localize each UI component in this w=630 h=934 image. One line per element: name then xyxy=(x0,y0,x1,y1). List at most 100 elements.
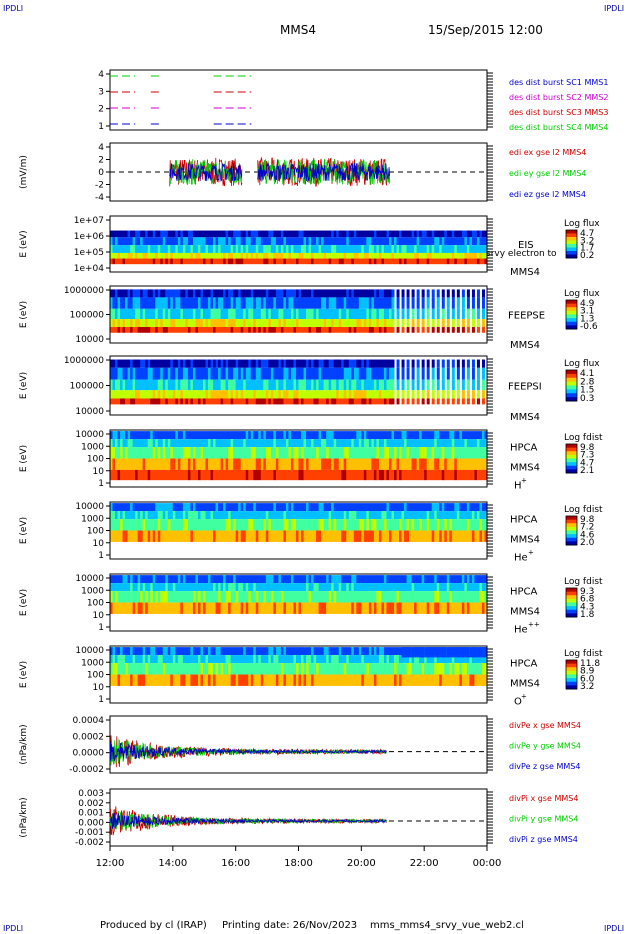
spectrogram-cell xyxy=(343,319,347,328)
spectrogram-cell xyxy=(378,367,382,380)
spectrogram-cell xyxy=(484,258,488,265)
spectrogram-cell xyxy=(303,511,307,520)
spectrogram-cell xyxy=(388,439,392,448)
spectrogram-cell xyxy=(240,469,244,481)
spectrogram-cell xyxy=(454,602,458,614)
spectrogram-cell xyxy=(298,519,302,531)
spectrogram-cell xyxy=(120,245,124,253)
spectrogram-cell xyxy=(185,458,189,470)
spectrogram-cell xyxy=(200,469,204,481)
spectrogram-cell xyxy=(346,237,350,246)
spectrogram-cell xyxy=(112,289,116,298)
spectrogram-cell xyxy=(411,575,415,584)
spectrogram-cell xyxy=(283,297,287,309)
spectrogram-cell xyxy=(394,237,398,246)
spectrogram-cell xyxy=(441,379,445,391)
spectrogram-cell xyxy=(383,511,387,520)
spectrogram-cell xyxy=(248,237,252,246)
spectrogram-cell xyxy=(218,503,222,512)
spectrogram-cell xyxy=(363,591,367,603)
spectrogram-cell xyxy=(180,390,184,399)
spectrogram-cell xyxy=(368,663,372,675)
spectrogram-cell xyxy=(381,319,385,328)
spectrogram-cell xyxy=(172,674,176,686)
spectrogram-cell xyxy=(228,390,232,399)
spectrogram-cell xyxy=(230,327,234,333)
spectrogram-cell xyxy=(150,530,154,542)
spectrogram-cell xyxy=(132,308,136,320)
spectrogram-cell xyxy=(190,252,194,259)
spectrogram-cell xyxy=(371,447,375,459)
spectrogram-cell xyxy=(323,359,327,368)
spectrogram-cell xyxy=(145,458,149,470)
spectrogram-cell xyxy=(180,591,184,603)
spectrogram-cell xyxy=(245,503,249,512)
spectrogram-cell xyxy=(464,575,468,584)
spectrogram-cell xyxy=(376,655,380,664)
spectrogram-cell xyxy=(424,647,428,658)
spectrogram-cell xyxy=(311,503,315,512)
spectrogram-cell xyxy=(170,230,174,238)
spectrogram-cell xyxy=(386,503,390,512)
spectrogram-cell xyxy=(147,602,151,614)
spectrogram-cell xyxy=(208,237,212,246)
spectrogram-cell xyxy=(238,591,242,603)
spectrogram-cell xyxy=(175,379,179,391)
spectrogram-cell xyxy=(120,327,124,333)
spectrogram-cell xyxy=(444,530,448,542)
spectrogram-cell xyxy=(388,258,392,265)
spectrogram-cell xyxy=(190,319,194,328)
spectrogram-cell xyxy=(135,519,139,531)
spectrogram-cell xyxy=(172,431,176,440)
spectrogram-cell xyxy=(233,237,237,246)
spectrogram-cell xyxy=(278,602,282,614)
spectrogram-cell xyxy=(110,647,114,656)
spectrogram-cell xyxy=(446,237,450,246)
spectrogram-cell xyxy=(481,447,485,459)
spectrogram-cell xyxy=(273,458,277,470)
spectrogram-cell xyxy=(263,319,267,328)
spectrogram-cell xyxy=(351,655,355,664)
spacecraft-label: MMS4 xyxy=(510,412,540,423)
spectrogram-cell xyxy=(308,431,312,440)
spectrogram-cell xyxy=(150,258,154,265)
spectrogram-cell xyxy=(311,398,315,405)
spectrogram-cell xyxy=(172,297,176,309)
spectrogram-cell xyxy=(295,237,299,246)
spectrogram-cell xyxy=(225,503,229,512)
spectrogram-cell xyxy=(318,252,322,259)
spectrogram-cell xyxy=(130,591,134,603)
spectrogram-cell xyxy=(471,602,475,614)
spectrogram-cell xyxy=(391,663,395,675)
spectrogram-cell xyxy=(363,439,367,448)
spectrogram-cell xyxy=(172,503,176,512)
spectrogram-cell xyxy=(416,447,420,459)
spectrogram-cell xyxy=(328,308,332,320)
spectrogram-cell xyxy=(248,308,252,320)
spectrogram-cell xyxy=(230,297,234,309)
spectrogram-cell xyxy=(152,655,156,664)
spectrogram-cell xyxy=(323,439,327,448)
spectrogram-cell xyxy=(283,390,287,399)
spectrogram-cell xyxy=(301,297,305,309)
spectrogram-cell xyxy=(476,289,480,298)
spectrogram-cell xyxy=(439,519,443,531)
spectrogram-cell xyxy=(399,230,403,238)
spectrogram-cell xyxy=(142,530,146,542)
spectrogram-cell xyxy=(439,431,443,440)
spectrogram-cell xyxy=(336,663,340,675)
spectrogram-cell xyxy=(182,591,186,603)
spectrogram-cell xyxy=(451,674,455,686)
spectrogram-cell xyxy=(175,308,179,320)
spectrogram-cell xyxy=(316,297,320,309)
spectrogram-cell xyxy=(160,469,164,481)
spectrogram-cell xyxy=(120,655,124,664)
spectrogram-cell xyxy=(303,583,307,592)
spectrogram-cell xyxy=(431,237,435,246)
y-tick-label: 100 xyxy=(87,599,104,609)
spectrogram-cell xyxy=(343,359,347,368)
spectrogram-cell xyxy=(263,439,267,448)
spectrogram-cell xyxy=(177,367,181,380)
spectrogram-cell xyxy=(122,398,126,405)
spectrogram-cell xyxy=(228,674,232,686)
